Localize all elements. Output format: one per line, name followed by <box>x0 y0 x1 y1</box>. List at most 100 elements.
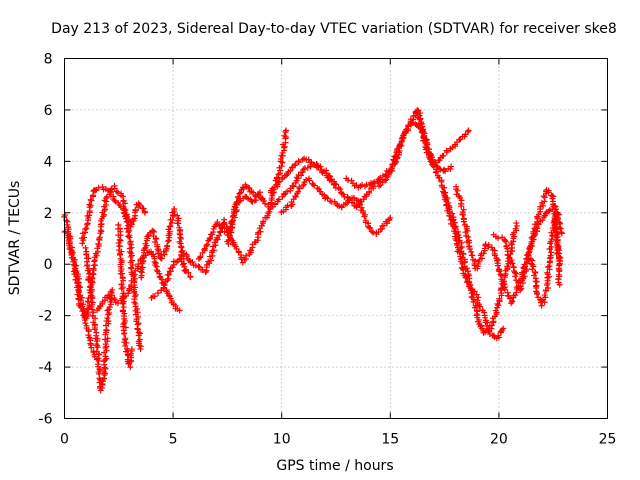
data-point <box>94 344 101 351</box>
data-point <box>102 353 109 360</box>
x-tick-label: 25 <box>599 432 617 448</box>
data-point <box>244 195 251 202</box>
data-point <box>279 175 286 182</box>
data-point <box>454 241 461 248</box>
data-point <box>310 161 317 168</box>
data-point <box>117 251 124 258</box>
data-point <box>287 167 294 174</box>
data-point <box>271 184 278 191</box>
data-point <box>187 274 194 281</box>
data-point <box>532 278 539 285</box>
y-tick-label: 0 <box>44 257 53 273</box>
data-point <box>306 177 313 184</box>
y-tick-label: 8 <box>44 52 53 68</box>
data-point <box>440 152 447 159</box>
data-point <box>412 121 419 128</box>
data-point <box>462 229 469 236</box>
data-point <box>283 188 290 195</box>
data-point <box>553 225 560 232</box>
data-point <box>87 196 94 203</box>
data-point <box>91 326 98 333</box>
data-point <box>529 238 536 245</box>
data-point <box>167 222 174 229</box>
data-point <box>120 304 127 311</box>
data-point <box>528 242 535 249</box>
data-point <box>277 156 284 163</box>
data-point <box>99 183 106 190</box>
data-point <box>486 330 493 337</box>
data-point <box>311 182 318 189</box>
data-point <box>449 210 456 217</box>
data-point <box>248 198 255 205</box>
data-point <box>540 202 547 209</box>
data-point <box>300 166 307 173</box>
x-axis-label: GPS time / hours <box>276 458 393 474</box>
data-point <box>85 255 92 262</box>
data-point <box>494 262 501 269</box>
data-point <box>366 188 373 195</box>
data-point <box>344 199 351 206</box>
x-tick-label: 10 <box>273 432 291 448</box>
data-point <box>278 163 285 170</box>
data-point <box>204 241 211 248</box>
x-tick-labels: 0 5 10 15 20 25 <box>60 432 616 448</box>
data-point <box>236 190 243 197</box>
data-point <box>234 198 241 205</box>
data-point <box>164 242 171 249</box>
data-point <box>83 251 90 258</box>
data-point <box>121 319 128 326</box>
y-tick-label: -4 <box>39 360 53 376</box>
data-point <box>542 210 549 217</box>
data-point <box>458 203 465 210</box>
data-point <box>203 242 210 249</box>
data-point <box>371 179 378 186</box>
data-point <box>130 272 137 279</box>
data-point <box>168 219 175 226</box>
data-point <box>433 168 440 175</box>
data-point <box>116 243 123 250</box>
data-point <box>521 263 528 270</box>
data-point <box>207 234 214 241</box>
data-point <box>496 268 503 275</box>
data-point <box>65 230 72 237</box>
data-point <box>130 218 137 225</box>
data-point <box>74 284 81 291</box>
data-point <box>554 223 561 230</box>
data-point <box>380 222 387 229</box>
axis-ticks <box>64 58 608 419</box>
data-point <box>135 332 142 339</box>
data-point <box>470 298 477 305</box>
data-point <box>512 225 519 232</box>
data-point <box>86 201 93 208</box>
data-point <box>441 168 448 175</box>
data-point <box>158 252 165 259</box>
data-point <box>488 322 495 329</box>
data-point <box>465 233 472 240</box>
data-point <box>135 320 142 327</box>
data-point <box>171 208 178 215</box>
data-point <box>126 248 133 255</box>
data-point <box>495 302 502 309</box>
series-pass-17 <box>453 183 565 307</box>
data-point <box>303 176 310 183</box>
data-point <box>134 326 141 333</box>
data-point <box>92 187 99 194</box>
data-point <box>553 250 560 257</box>
data-point <box>82 320 89 327</box>
series-pass-2 <box>61 182 144 353</box>
data-point <box>549 195 556 202</box>
data-point <box>260 218 267 225</box>
data-point <box>227 227 234 234</box>
data-point <box>92 315 99 322</box>
data-point <box>165 271 172 278</box>
data-point <box>533 224 540 231</box>
data-point <box>391 153 398 160</box>
data-point <box>230 212 237 219</box>
data-point <box>70 258 77 265</box>
data-point <box>477 303 484 310</box>
data-point <box>331 181 338 188</box>
data-point <box>72 276 79 283</box>
data-point <box>96 234 103 241</box>
series-pass-11 <box>267 155 383 211</box>
data-point <box>174 220 181 227</box>
